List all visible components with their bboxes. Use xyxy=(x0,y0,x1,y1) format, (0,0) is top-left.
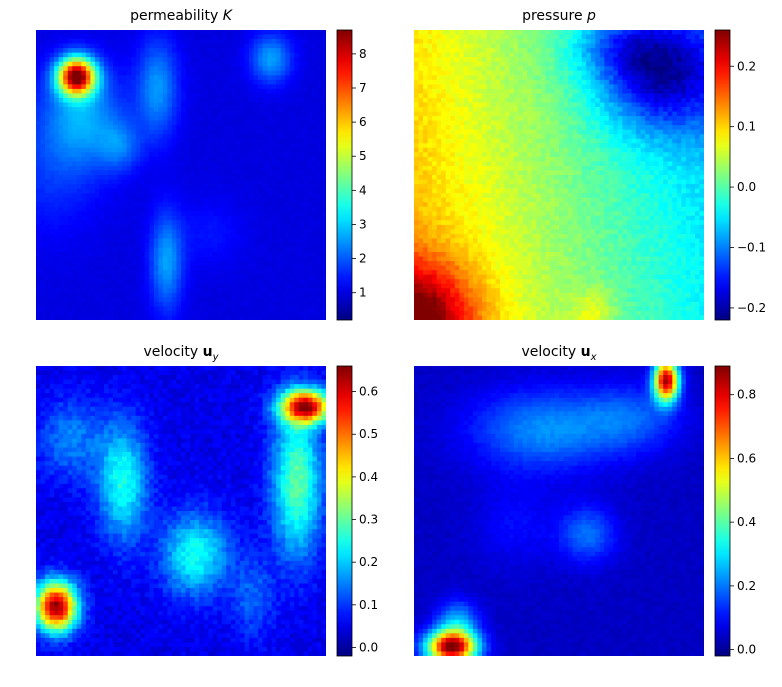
colorbar-tick-label: 0.2 xyxy=(359,555,378,569)
colorbar-tick-label: 7 xyxy=(359,81,367,95)
colorbar-tick-label: 0.0 xyxy=(737,180,756,194)
colorbar-tick-label: 0.4 xyxy=(737,515,756,529)
colorbar-tick-label: 2 xyxy=(359,252,367,266)
heatmap-velocity-uy xyxy=(36,366,326,656)
colorbar-permeability: 1 2 3 4 5 6 7 8 xyxy=(336,29,367,321)
title-permeability: permeability K xyxy=(130,8,232,24)
colorbar-tick-label: 0.1 xyxy=(359,598,378,612)
colorbar-gradient xyxy=(336,365,353,657)
colorbar-tick-label: −0.2 xyxy=(737,301,766,315)
colorbar-tick-label: 5 xyxy=(359,149,367,163)
colorbar-tick-label: 3 xyxy=(359,217,367,231)
colorbar-tick-label: 0.1 xyxy=(737,120,756,134)
title-pressure: pressure p xyxy=(522,8,596,24)
colorbar-tick-label: 1 xyxy=(359,286,367,300)
title-velocity-uy: velocity uy xyxy=(143,344,219,363)
colorbar-velocity-uy: 0.0 0.1 0.2 0.3 0.4 0.5 0.6 xyxy=(336,365,378,657)
colorbar-tick-label: 0.4 xyxy=(359,470,378,484)
colorbar-tick-label: 8 xyxy=(359,47,367,61)
colorbar-tick-label: −0.1 xyxy=(737,241,766,255)
colorbar-tick-label: 0.2 xyxy=(737,579,756,593)
colorbar-tick-label: 0.6 xyxy=(359,385,378,399)
heatmap-velocity-ux xyxy=(414,366,704,656)
colorbar-tick-label: 6 xyxy=(359,115,367,129)
colorbar-velocity-ux: 0.0 0.2 0.4 0.6 0.8 xyxy=(714,365,756,657)
heatmap-permeability xyxy=(36,30,326,320)
colorbar-tick-label: 0.2 xyxy=(737,59,756,73)
colorbar-tick-label: 0.0 xyxy=(737,643,756,657)
colorbar-gradient xyxy=(714,29,731,321)
colorbar-pressure: −0.2 −0.1 0.0 0.1 0.2 xyxy=(714,29,766,321)
heatmap-pressure xyxy=(414,30,704,320)
colorbar-tick-label: 0.5 xyxy=(359,427,378,441)
colorbar-gradient xyxy=(714,365,731,657)
colorbar-tick-label: 4 xyxy=(359,183,367,197)
title-velocity-ux: velocity ux xyxy=(521,344,597,363)
colorbar-gradient xyxy=(336,29,353,321)
colorbar-tick-label: 0.0 xyxy=(359,640,378,654)
colorbar-tick-label: 0.8 xyxy=(737,388,756,402)
colorbar-tick-label: 0.6 xyxy=(737,451,756,465)
colorbar-tick-label: 0.3 xyxy=(359,513,378,527)
